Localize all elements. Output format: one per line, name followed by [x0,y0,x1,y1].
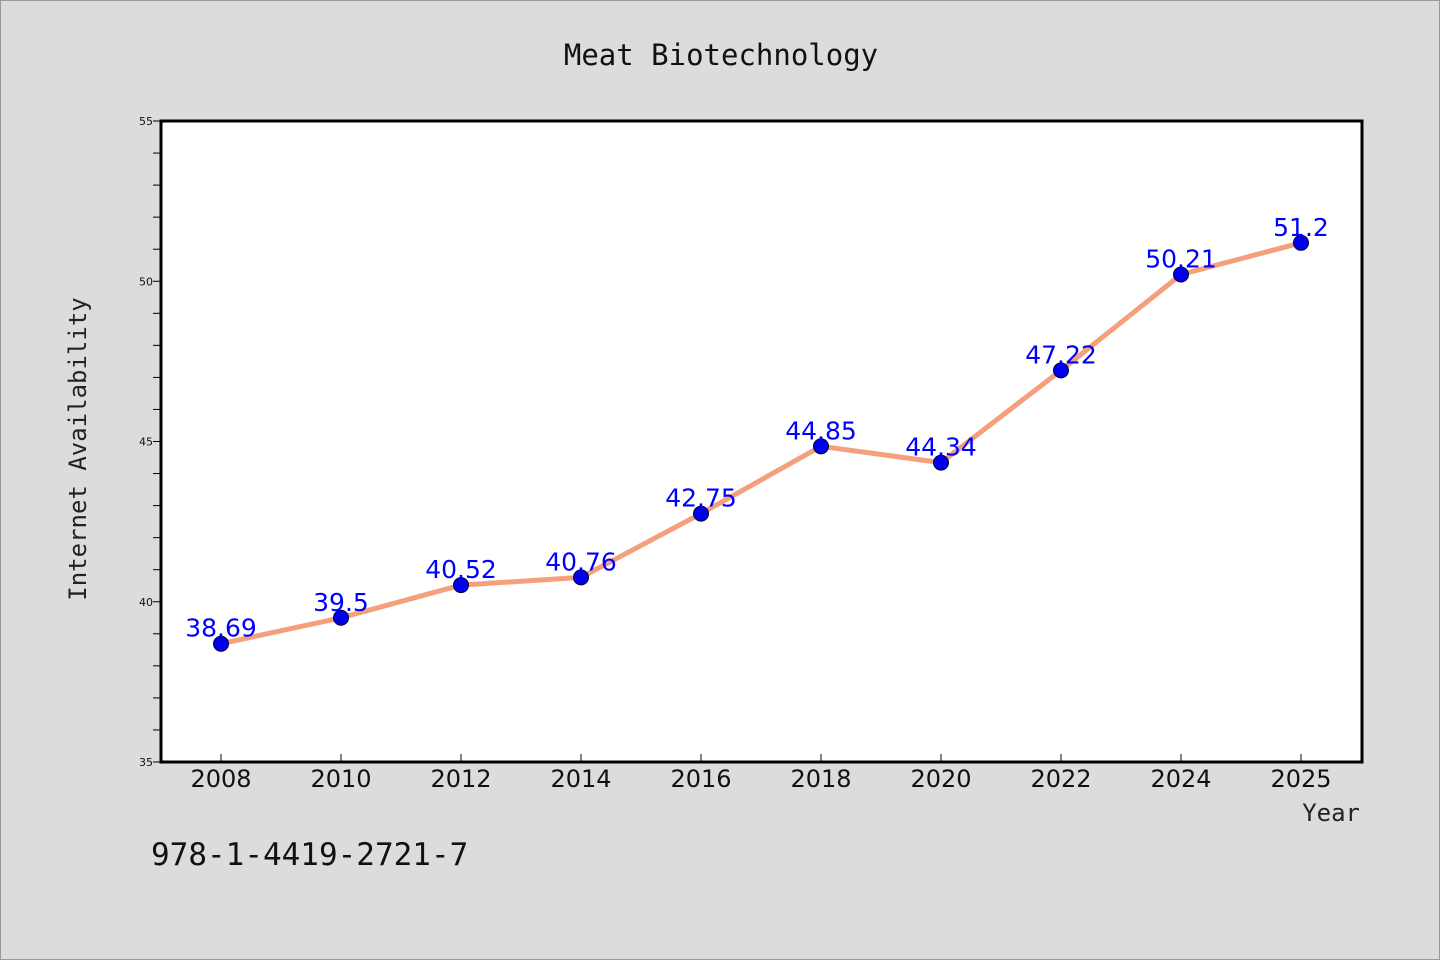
data-labels: 38.69 39.5 40.52 40.76 42.75 44.85 44.34 47.22 5… [185,213,1329,643]
series-line [218,240,1304,647]
x-axis-label: Year [1302,799,1360,827]
plot-area [159,119,1364,764]
data-point [213,635,229,652]
data-point [453,577,469,594]
data-point [1293,234,1309,251]
data-point [813,438,829,455]
y-tick-label: 40 [139,596,153,609]
data-label: 51.2 [1273,213,1329,242]
x-tick-label: 2008 [190,765,251,793]
x-tick-label: 2010 [310,765,371,793]
x-tick-label: 2016 [670,765,731,793]
y-axis-ticks: 35 40 45 50 55 [139,115,161,769]
x-tick-label: 2018 [790,765,851,793]
y-tick-label: 35 [139,756,153,769]
data-label: 40.52 [425,555,497,584]
data-label: 44.85 [785,416,857,445]
data-label: 42.75 [665,484,737,513]
data-point [1053,362,1069,379]
data-label: 47.22 [1025,340,1097,369]
x-tick-label: 2022 [1030,765,1091,793]
data-point [573,569,589,586]
data-points [213,234,1309,652]
series-line-group [218,240,1304,647]
data-label: 39.5 [313,588,369,617]
x-tick-label: 2020 [910,765,971,793]
data-point [693,505,709,522]
y-tick-label: 45 [139,436,153,449]
x-axis-ticks: 2008 2010 2012 2014 2016 2018 2020 2022 2024 2025 [190,754,1332,793]
data-point [933,454,949,471]
y-tick-label: 55 [139,115,153,128]
x-tick-label: 2025 [1270,765,1331,793]
x-tick-label: 2024 [1150,765,1211,793]
data-label: 50.21 [1145,245,1217,274]
y-axis-label: Internet Availability [64,297,92,600]
data-point [1173,266,1189,283]
data-label: 38.69 [185,614,257,643]
x-tick-label: 2014 [550,765,611,793]
data-label: 44.34 [905,433,977,462]
chart-title: Meat Biotechnology [564,38,878,72]
x-tick-label: 2012 [430,765,491,793]
footer-isbn: 978-1-4419-2721-7 [151,837,468,873]
data-point [333,609,349,626]
data-label: 40.76 [545,547,617,576]
y-tick-label: 50 [139,275,153,288]
